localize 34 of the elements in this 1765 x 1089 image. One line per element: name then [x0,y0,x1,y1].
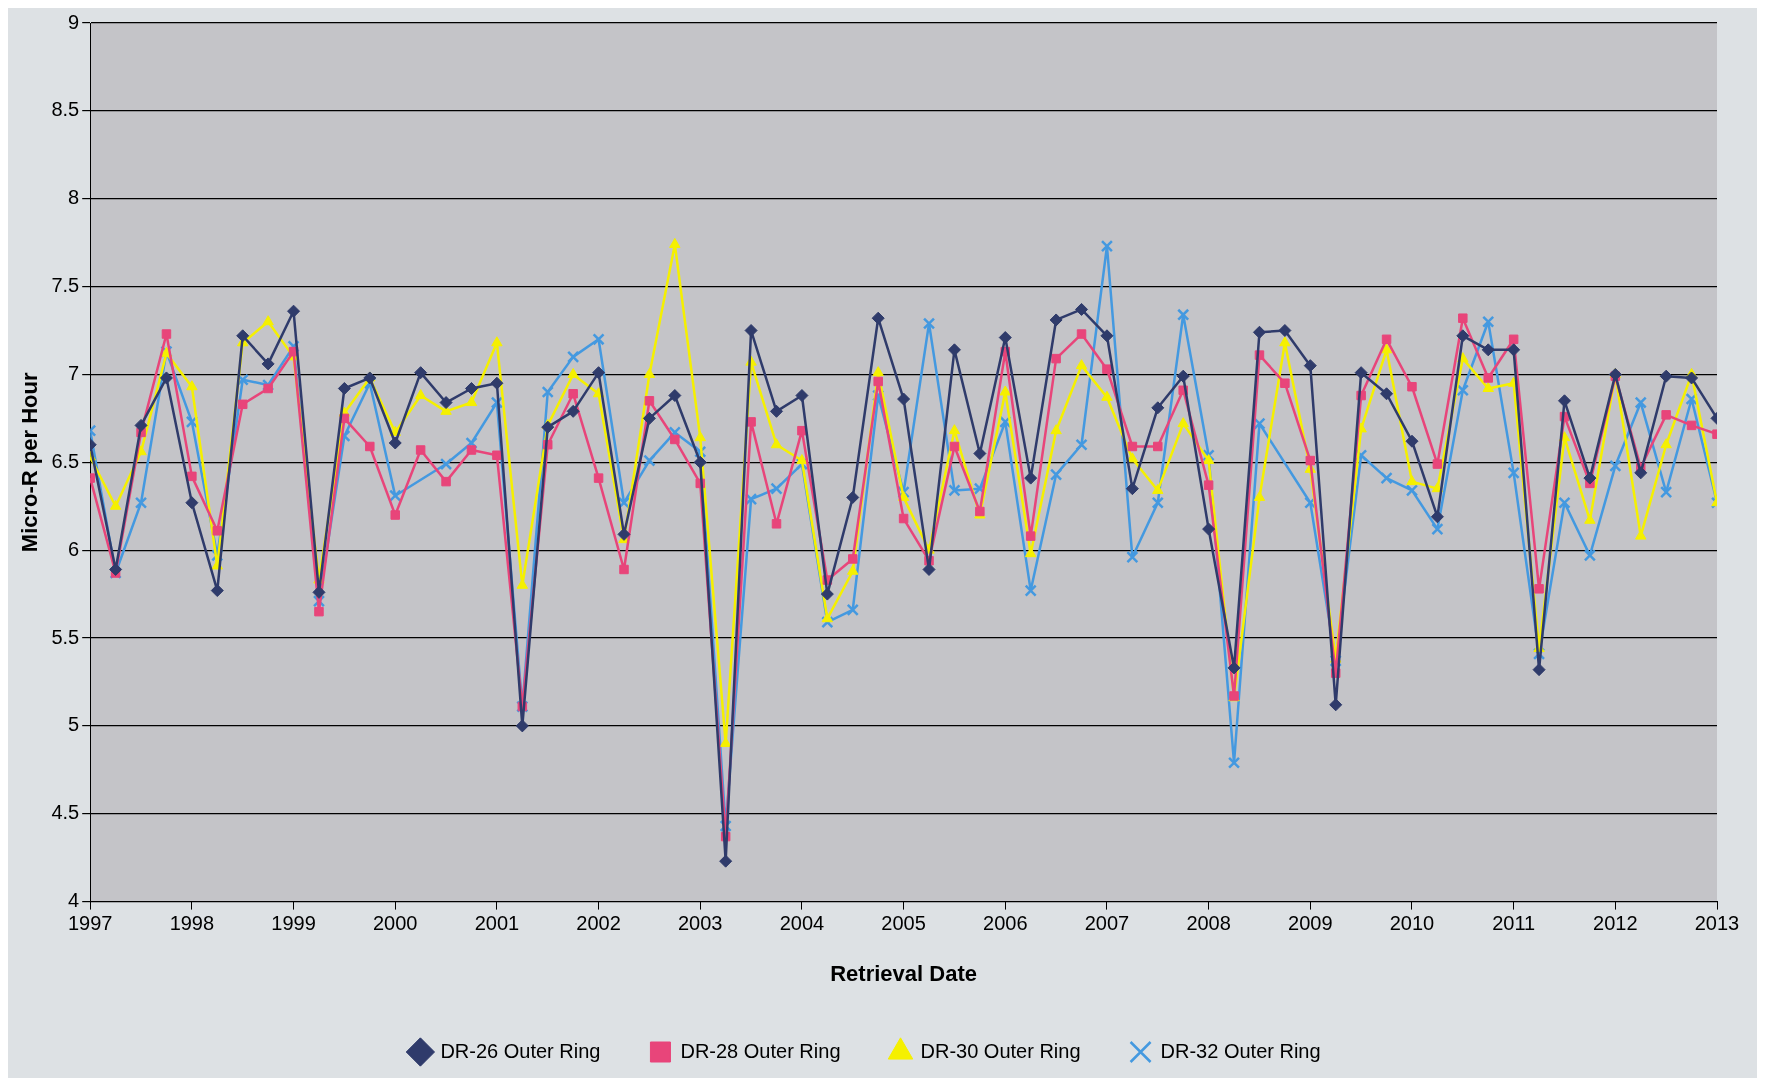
x-tick-label: 2001 [474,912,520,935]
y-tick-label: 8.5 [51,98,80,121]
y-tick-label: 6 [68,537,80,560]
x-tick-label: 2004 [779,912,825,935]
legend-label: DR-32 Outer Ring [1160,1039,1321,1062]
y-tick-label: 6.5 [51,449,80,472]
y-tick-label: 7.5 [51,274,80,297]
x-tick-label: 2012 [1593,912,1638,935]
legend-label: DR-28 Outer Ring [680,1039,841,1062]
x-tick-label: 2003 [678,912,723,935]
x-tick-label: 2010 [1389,912,1435,935]
x-tick-label: 1998 [169,912,215,935]
x-tick-label: 2002 [576,912,621,935]
x-tick-label: 2009 [1288,912,1333,935]
legend-label: DR-26 Outer Ring [440,1039,601,1062]
y-tick-label: 5 [68,713,80,736]
legend-label: DR-30 Outer Ring [920,1039,1081,1062]
y-tick-label: 4.5 [51,801,80,824]
y-tick-label: 7 [68,361,80,384]
x-tick-label: 2007 [1084,912,1130,935]
y-tick-label: 8 [68,186,80,209]
y-tick-label: 4 [68,889,80,912]
y-tick-label: 5.5 [51,625,80,648]
x-tick-label: 1997 [67,912,113,935]
x-tick-label: 2011 [1492,912,1536,935]
x-tick-label: 2008 [1186,912,1231,935]
x-tick-label: 2006 [983,912,1028,935]
x-tick-label: 2000 [372,912,418,935]
x-tick-label: 2005 [881,912,926,935]
x-tick-label: 1999 [271,912,316,935]
y-axis-title: Micro-R per Hour [17,372,43,553]
x-axis-title: Retrieval Date [830,960,977,986]
x-tick-label: 2013 [1694,912,1740,935]
y-tick-label: 9 [68,10,80,33]
